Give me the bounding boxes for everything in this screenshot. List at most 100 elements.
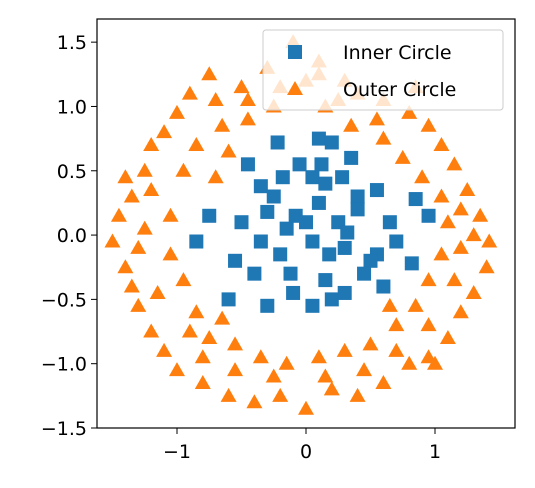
inner-circle-point xyxy=(421,208,436,223)
inner-circle-point xyxy=(376,279,391,294)
outer-circle-point xyxy=(394,149,411,164)
inner-circle-point xyxy=(283,266,298,281)
inner-circle-point xyxy=(253,179,268,194)
outer-circle-point xyxy=(375,130,392,145)
outer-circle-point xyxy=(433,246,450,261)
y-tick-label: 1.5 xyxy=(57,32,87,54)
outer-circle-point xyxy=(433,188,450,203)
outer-circle-point xyxy=(214,117,231,132)
inner-circle-point xyxy=(318,176,333,191)
outer-circle-point xyxy=(239,111,256,126)
outer-circle-point xyxy=(439,329,456,344)
outer-circle-point xyxy=(407,297,424,312)
outer-circle-point xyxy=(168,104,185,119)
outer-circle-point xyxy=(452,239,469,254)
inner-circle-point xyxy=(363,253,378,268)
y-tick-label: −0.5 xyxy=(41,289,87,311)
inner-circle-point xyxy=(240,157,255,172)
outer-circle-point xyxy=(194,374,211,389)
outer-circle-point xyxy=(446,272,463,287)
inner-circle-point xyxy=(247,266,262,281)
y-axis-ticks: −1.5 −1.0 −0.5 0.0 0.5 1.0 1.5 xyxy=(41,32,97,440)
inner-circle-point xyxy=(344,150,359,165)
outer-circle-point xyxy=(388,317,405,332)
inner-circle-point xyxy=(311,195,326,210)
inner-circle-point xyxy=(369,183,384,198)
outer-circle-point xyxy=(401,104,418,119)
outer-circle-point xyxy=(130,239,147,254)
inner-circle-point xyxy=(324,135,339,150)
outer-circle-point xyxy=(298,400,314,415)
outer-circle-point xyxy=(401,355,418,370)
series-inner-circle xyxy=(189,131,436,313)
inner-circle-point xyxy=(357,266,372,281)
outer-circle-point xyxy=(388,342,405,357)
x-tick-label: 0 xyxy=(300,441,312,463)
outer-circle-point xyxy=(194,349,211,364)
outer-circle-point xyxy=(323,381,340,396)
outer-circle-point xyxy=(233,79,250,94)
outer-circle-point xyxy=(156,342,173,357)
outer-circle-point xyxy=(246,394,263,409)
inner-circle-point xyxy=(234,215,249,230)
outer-circle-point xyxy=(265,368,282,383)
outer-circle-point xyxy=(452,201,469,216)
inner-circle-point xyxy=(305,298,320,313)
outer-circle-point xyxy=(136,220,153,235)
outer-circle-point xyxy=(214,310,231,325)
outer-circle-point xyxy=(117,259,134,274)
outer-circle-point xyxy=(227,362,244,377)
outer-circle-point xyxy=(252,349,269,364)
inner-circle-point xyxy=(337,240,352,255)
inner-circle-point xyxy=(382,215,397,230)
inner-circle-point xyxy=(202,208,217,223)
inner-circle-point xyxy=(260,204,275,219)
outer-circle-point xyxy=(123,188,140,203)
outer-circle-point xyxy=(143,182,160,197)
inner-circle-point xyxy=(266,189,281,204)
outer-circle-point xyxy=(459,182,476,197)
legend-inner-circle-marker xyxy=(288,45,302,59)
outer-circle-point xyxy=(175,162,192,177)
y-tick-label: 1.0 xyxy=(57,96,87,118)
outer-circle-point xyxy=(356,362,373,377)
outer-circle-point xyxy=(317,368,334,383)
outer-circle-point xyxy=(123,278,140,293)
outer-circle-point xyxy=(452,304,469,319)
outer-circle-point xyxy=(381,297,398,312)
inner-circle-point xyxy=(337,285,352,300)
outer-circle-point xyxy=(414,169,431,184)
outer-circle-point xyxy=(143,323,160,338)
outer-circle-point xyxy=(168,362,185,377)
inner-circle-point xyxy=(350,202,365,217)
outer-circle-point xyxy=(162,207,179,222)
inner-circle-point xyxy=(228,253,243,268)
outer-circle-point xyxy=(343,117,360,132)
inner-circle-point xyxy=(322,247,337,262)
inner-circle-point xyxy=(305,170,320,185)
outer-circle-point xyxy=(349,387,366,402)
outer-circle-point xyxy=(375,374,392,389)
outer-circle-point xyxy=(162,246,179,261)
inner-circle-point xyxy=(275,170,290,185)
y-tick-label: −1.5 xyxy=(41,418,87,440)
outer-circle-point xyxy=(368,111,385,126)
y-tick-label: 0.5 xyxy=(57,161,87,183)
inner-circle-point xyxy=(286,285,301,300)
inner-circle-point xyxy=(299,215,313,230)
outer-circle-point xyxy=(420,317,437,332)
outer-circle-point xyxy=(481,233,498,248)
outer-circle-point xyxy=(439,214,456,229)
outer-circle-point xyxy=(446,156,463,171)
outer-circle-point xyxy=(362,336,379,351)
x-tick-label: 1 xyxy=(429,441,441,463)
inner-circle-point xyxy=(318,273,333,288)
legend-label: Inner Circle xyxy=(343,42,452,64)
outer-circle-point xyxy=(472,207,489,222)
outer-circle-point xyxy=(143,137,160,152)
outer-circle-point xyxy=(272,387,289,402)
inner-circle-point xyxy=(408,192,423,207)
outer-circle-point xyxy=(149,284,166,299)
outer-circle-point xyxy=(117,169,134,184)
